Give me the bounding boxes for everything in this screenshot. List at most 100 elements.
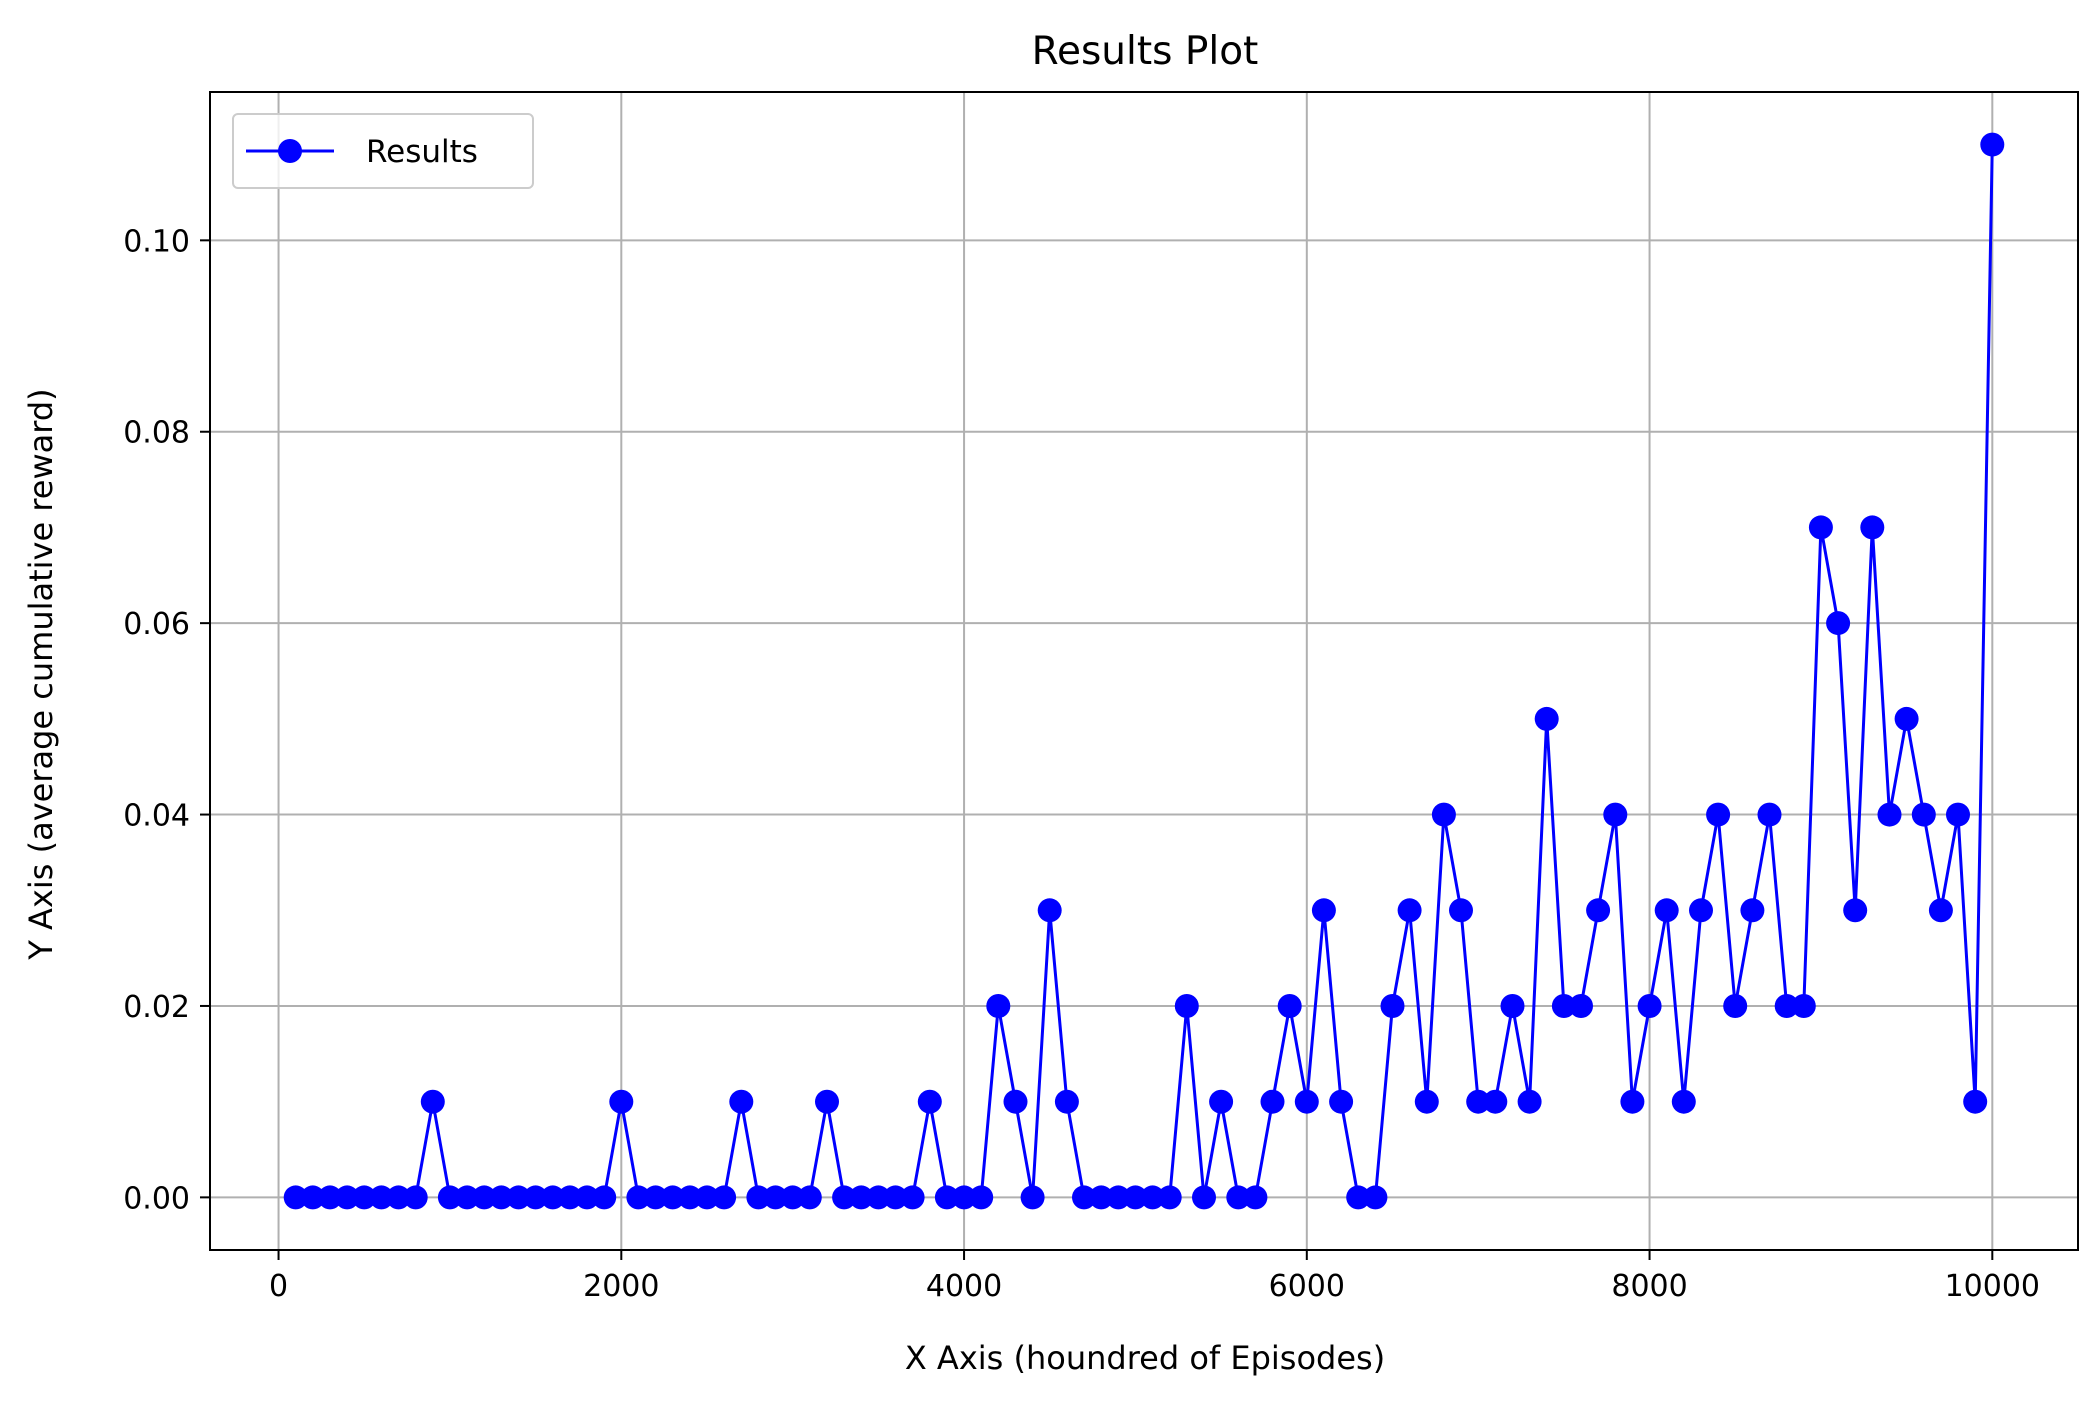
data-point (1620, 1089, 1645, 1114)
data-point (1860, 515, 1885, 540)
data-point (1037, 898, 1062, 923)
data-point (1723, 994, 1748, 1018)
data-point (1054, 1089, 1079, 1114)
data-point (643, 1185, 668, 1210)
data-point (1963, 1089, 1988, 1114)
x-tick-label: 4000 (926, 1269, 1002, 1304)
legend-marker-sample (278, 139, 302, 163)
data-point (1740, 898, 1765, 923)
data-point (934, 1185, 959, 1210)
data-point (1174, 994, 1199, 1018)
data-point (1363, 1185, 1388, 1210)
y-tick-label: 0.10 (123, 224, 190, 259)
data-point (592, 1185, 617, 1210)
legend: Results (232, 113, 534, 189)
y-tick-label: 0.00 (123, 1181, 190, 1216)
data-point (1808, 515, 1833, 540)
data-point (1483, 1089, 1508, 1114)
data-point (386, 1185, 411, 1210)
data-point (1826, 611, 1851, 636)
data-point (369, 1185, 394, 1210)
data-point (420, 1089, 445, 1114)
data-point (1500, 994, 1525, 1018)
data-point (900, 1185, 925, 1210)
data-point (1414, 1089, 1439, 1114)
data-point (1911, 802, 1936, 827)
data-point (1277, 994, 1302, 1018)
data-point (883, 1185, 908, 1210)
x-axis-label: X Axis (houndred of Episodes) (905, 1339, 1385, 1377)
x-tick-label: 10000 (1945, 1269, 2040, 1304)
data-point (557, 1185, 582, 1210)
data-point (660, 1185, 685, 1210)
data-point (352, 1185, 377, 1210)
legend-box (232, 113, 534, 189)
data-point (1089, 1185, 1114, 1210)
x-tick-label: 6000 (1269, 1269, 1345, 1304)
data-point (626, 1185, 651, 1210)
data-point (437, 1185, 462, 1210)
data-point (1757, 802, 1782, 827)
data-point (729, 1089, 754, 1114)
data-point (712, 1185, 737, 1210)
data-point (849, 1185, 874, 1210)
data-point (1106, 1185, 1131, 1210)
data-point (300, 1185, 325, 1210)
data-point (1637, 994, 1662, 1018)
data-point (1843, 898, 1868, 923)
legend-label: Results (366, 134, 478, 170)
data-point (1980, 132, 2005, 157)
data-point (1894, 706, 1919, 731)
data-point (1329, 1089, 1354, 1114)
data-point (986, 994, 1011, 1018)
axes-frame (209, 91, 2079, 1251)
data-point (1380, 994, 1405, 1018)
x-tick-label: 2000 (583, 1269, 659, 1304)
data-point (1791, 994, 1816, 1018)
data-point (1449, 898, 1473, 923)
data-point (1946, 802, 1970, 827)
data-point (540, 1185, 565, 1210)
data-point (1260, 1089, 1285, 1114)
data-point (489, 1185, 514, 1210)
data-point (780, 1185, 805, 1210)
x-tick-label: 8000 (1611, 1269, 1687, 1304)
data-point (866, 1185, 891, 1210)
data-point (1603, 802, 1628, 827)
data-point (1877, 802, 1902, 827)
data-point (472, 1185, 497, 1210)
y-tick-label: 0.04 (123, 799, 190, 834)
data-point (1243, 1185, 1268, 1210)
data-point (1534, 706, 1559, 731)
data-point (1123, 1185, 1148, 1210)
data-point (797, 1185, 822, 1210)
data-point (1706, 802, 1731, 827)
data-point (1431, 802, 1456, 827)
y-axis-label: Y Axis (average cumulative reward) (22, 388, 60, 960)
data-point (403, 1185, 428, 1210)
data-point (815, 1089, 839, 1114)
data-point (677, 1185, 702, 1210)
data-point (1140, 1185, 1165, 1210)
series-layer (283, 132, 2005, 1210)
data-point (1346, 1185, 1371, 1210)
data-point (609, 1089, 634, 1114)
data-point (1586, 898, 1611, 923)
data-point (1671, 1089, 1696, 1114)
data-point (1569, 994, 1593, 1018)
tick-marks: 0 2000 4000 6000 8000 10000 0.00 0.02 0.04 0.06 0.… (123, 224, 2040, 1304)
data-point (1157, 1185, 1182, 1210)
data-point (1192, 1185, 1216, 1210)
data-point (1294, 1089, 1319, 1114)
x-tick-label: 0 (269, 1269, 288, 1304)
chart-title: Results Plot (1032, 29, 1259, 74)
data-point (1072, 1185, 1096, 1210)
data-point (969, 1185, 994, 1210)
data-point (695, 1185, 719, 1210)
data-point (335, 1185, 360, 1210)
data-point (523, 1185, 548, 1210)
data-point (1551, 994, 1576, 1018)
data-point (1517, 1089, 1542, 1114)
